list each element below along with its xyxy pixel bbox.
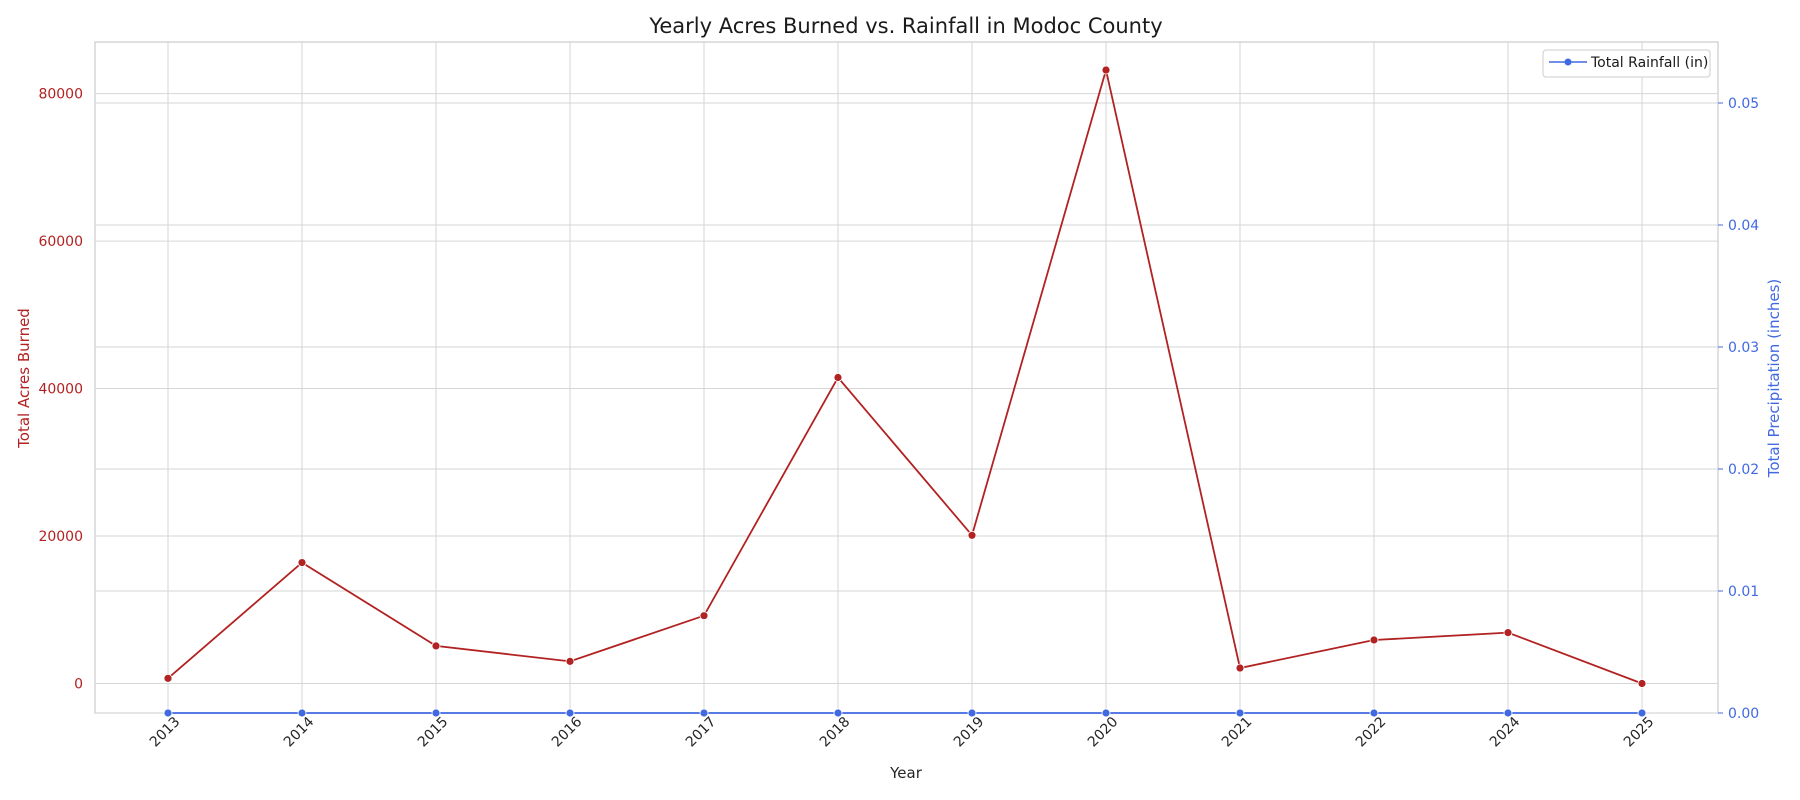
y2-tick-label: 0.01 — [1728, 584, 1759, 600]
acres-data-point — [431, 641, 441, 651]
rainfall-data-point — [833, 708, 843, 718]
rainfall-data-point — [297, 708, 307, 718]
x-tick-label: 2017 — [683, 714, 720, 751]
acres-data-point — [163, 673, 173, 683]
rainfall-data-point — [431, 708, 441, 718]
rainfall-data-point — [1235, 708, 1245, 718]
legend-label-rainfall: Total Rainfall (in) — [1590, 55, 1708, 71]
acres-data-point — [297, 558, 307, 567]
series-layer — [163, 65, 1647, 718]
x-tick-label: 2018 — [817, 714, 854, 751]
x-axis-label: Year — [889, 764, 923, 782]
chart-title: Yearly Acres Burned vs. Rainfall in Modo… — [648, 14, 1162, 38]
grid-layer — [94, 41, 1719, 714]
y-axis-label: Total Acres Burned — [15, 308, 33, 449]
y-tick-label: 80000 — [38, 87, 83, 103]
rainfall-data-point — [699, 708, 709, 718]
x-tick-label: 2022 — [1353, 714, 1390, 751]
rainfall-data-point — [565, 708, 575, 718]
rainfall-data-point — [163, 708, 173, 718]
x-tick-label: 2013 — [147, 714, 184, 751]
legend-box — [1542, 49, 1711, 78]
acres-data-point — [1235, 663, 1245, 673]
rainfall-data-point — [1637, 708, 1647, 718]
rainfall-data-point — [1101, 708, 1111, 718]
acres-data-point — [1637, 679, 1647, 688]
acres-series-line — [167, 69, 1643, 685]
x-tick-label: 2015 — [415, 714, 452, 751]
y-tick-label: 40000 — [38, 382, 83, 398]
rainfall-data-point — [1369, 708, 1379, 718]
y2-tick-label: 0.00 — [1728, 706, 1759, 722]
x-tick-label: 2014 — [281, 714, 318, 751]
x-tick-label: 2020 — [1085, 714, 1122, 751]
rainfall-data-point — [967, 708, 977, 718]
x-tick-label: 2019 — [951, 714, 988, 751]
y-tick-label: 20000 — [38, 529, 83, 545]
y2-axis-label: Total Precipitation (inches) — [1765, 279, 1783, 479]
acres-data-point — [1369, 635, 1379, 645]
plot-frame — [94, 41, 1719, 714]
x-tick-label: 2021 — [1219, 714, 1256, 751]
tick-layer: 2013 2014 2015 2016 2017 2018 2019 2020 2021 2022… — [38, 87, 1759, 751]
acres-data-point — [1101, 65, 1111, 75]
rainfall-data-point — [1503, 708, 1513, 718]
x-tick-label: 2025 — [1621, 714, 1658, 751]
acres-data-point — [967, 530, 977, 540]
legend-marker-rainfall — [1564, 58, 1572, 66]
acres-data-point — [1503, 628, 1513, 638]
y2-tick-label: 0.03 — [1728, 340, 1759, 356]
y-tick-label: 0 — [74, 677, 83, 693]
y2-tick-label: 0.04 — [1728, 218, 1759, 234]
x-tick-label: 2016 — [549, 714, 586, 751]
legend: Total Rainfall (in) — [1542, 49, 1711, 78]
x-tick-label: 2024 — [1487, 714, 1524, 751]
acres-data-point — [833, 373, 843, 382]
acres-data-point — [565, 656, 575, 666]
y-tick-label: 60000 — [38, 234, 83, 250]
acres-data-point — [699, 611, 709, 621]
y2-tick-label: 0.05 — [1728, 96, 1759, 112]
y2-tick-label: 0.02 — [1728, 462, 1759, 478]
